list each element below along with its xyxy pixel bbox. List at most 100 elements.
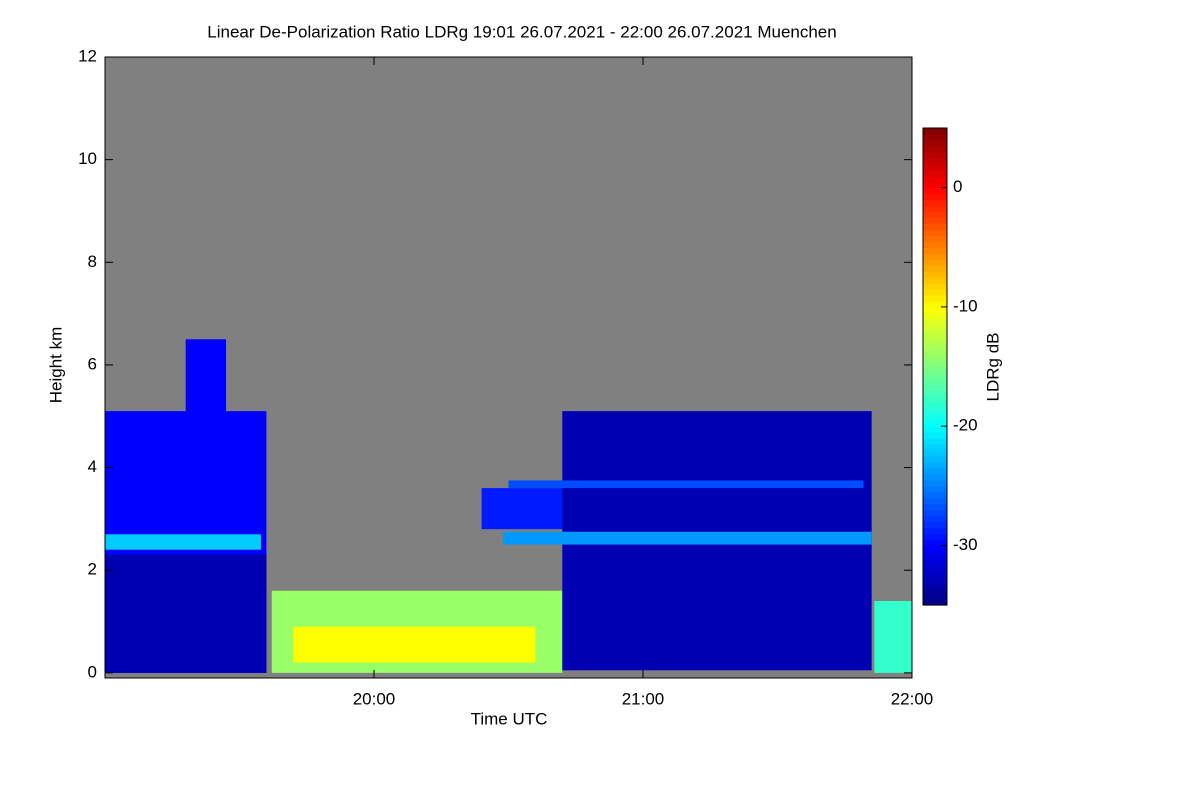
heat-region: [874, 601, 912, 673]
colorbar-step: [923, 408, 947, 415]
colorbar-step: [923, 372, 947, 380]
y-axis-label: Height km: [46, 327, 65, 404]
colorbar-step: [923, 330, 947, 338]
colorbar-step: [923, 288, 947, 296]
y-tick-label: 12: [78, 46, 97, 65]
colorbar-step: [923, 438, 947, 445]
colorbar-step: [923, 455, 947, 463]
heat-region: [105, 534, 262, 550]
colorbar-step: [923, 300, 947, 308]
colorbar-step: [923, 569, 947, 576]
colorbar-step: [923, 265, 947, 272]
colorbar-step: [923, 235, 947, 242]
colorbar-step: [923, 223, 947, 230]
colorbar-step: [923, 521, 947, 529]
colorbar-step: [923, 354, 947, 362]
plot-frame: [104, 56, 913, 679]
y-tick-label: 4: [88, 457, 97, 476]
colorbar-tick-label: -10: [953, 296, 978, 315]
y-tick-label: 0: [88, 662, 97, 681]
colorbar-step: [923, 145, 947, 153]
colorbar-step: [923, 271, 947, 278]
colorbar-step: [923, 449, 947, 457]
y-tick-label: 10: [78, 149, 97, 168]
colorbar-step: [923, 491, 947, 499]
colorbar-step: [923, 312, 947, 320]
colorbar-frame: [922, 127, 948, 606]
x-tick-label: 21:00: [622, 689, 665, 708]
colorbar-step: [923, 426, 947, 433]
colorbar-step: [923, 444, 947, 451]
colorbar-step: [923, 324, 947, 332]
colorbar-step: [923, 175, 947, 183]
y-tick-label: 6: [88, 354, 97, 373]
colorbar-step: [923, 593, 947, 600]
colorbar-step: [923, 378, 947, 385]
colorbar-step: [923, 497, 947, 505]
colorbar-step: [923, 139, 947, 147]
colorbar-step: [923, 551, 947, 558]
colorbar-step: [923, 181, 947, 189]
colorbar-step: [923, 599, 947, 606]
colorbar-step: [923, 575, 947, 582]
colorbar-step: [923, 241, 947, 248]
colorbar-step: [923, 396, 947, 403]
colorbar-step: [923, 503, 947, 511]
colorbar-step: [923, 563, 947, 570]
x-axis-label: Time UTC: [471, 709, 548, 728]
colorbar-step: [923, 336, 947, 344]
colorbar-step: [923, 467, 947, 475]
colorbar-step: [923, 205, 947, 213]
heat-region: [503, 531, 872, 545]
colorbar-step: [923, 485, 947, 493]
colorbar-step: [923, 294, 947, 302]
colorbar-step: [923, 163, 947, 171]
colorbar-step: [923, 169, 947, 177]
colorbar-step: [923, 479, 947, 487]
colorbar-step: [923, 211, 947, 219]
heat-region: [293, 626, 536, 663]
colorbar-label: LDRg dB: [983, 333, 1002, 402]
colorbar-step: [923, 539, 947, 546]
colorbar-step: [923, 581, 947, 588]
colorbar-step: [923, 283, 947, 290]
colorbar-step: [923, 390, 947, 397]
colorbar-step: [923, 253, 947, 260]
colorbar-step: [923, 384, 947, 391]
colorbar-step: [923, 527, 947, 535]
colorbar-step: [923, 533, 947, 541]
colorbar-step: [923, 133, 947, 141]
colorbar-step: [923, 151, 947, 159]
colorbar-step: [923, 187, 947, 195]
x-tick-label: 22:00: [891, 689, 934, 708]
colorbar-step: [923, 318, 947, 326]
heat-region: [185, 339, 227, 442]
colorbar-step: [923, 128, 947, 135]
heat-region: [105, 554, 267, 673]
colorbar-step: [923, 306, 947, 314]
colorbar-step: [923, 199, 947, 207]
heat-region: [508, 480, 864, 489]
colorbar-step: [923, 509, 947, 517]
colorbar-step: [923, 247, 947, 254]
colorbar-tick-label: -30: [953, 535, 978, 554]
colorbar-step: [923, 217, 947, 224]
colorbar-step: [923, 193, 947, 201]
colorbar-step: [923, 277, 947, 284]
colorbar-step: [923, 473, 947, 481]
y-tick-label: 2: [88, 560, 97, 579]
x-tick-label: 20:00: [353, 689, 396, 708]
colorbar-step: [923, 157, 947, 165]
colorbar-step: [923, 420, 947, 427]
colorbar-step: [923, 402, 947, 409]
heat-region: [481, 488, 568, 530]
colorbar-step: [923, 515, 947, 523]
colorbar-step: [923, 229, 947, 236]
colorbar-step: [923, 360, 947, 368]
colorbar-step: [923, 259, 947, 266]
colorbar-tick-label: 0: [953, 177, 962, 196]
y-tick-label: 8: [88, 252, 97, 271]
colorbar-step: [923, 348, 947, 356]
colorbar-step: [923, 461, 947, 469]
